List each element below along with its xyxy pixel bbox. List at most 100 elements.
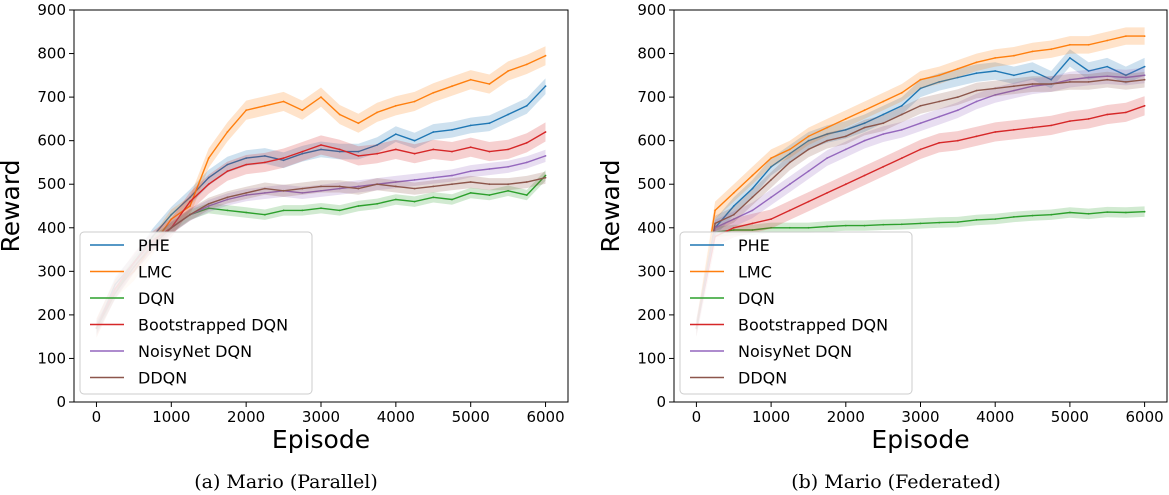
data-point <box>844 224 847 227</box>
data-point <box>919 78 922 81</box>
data-point <box>1125 111 1127 114</box>
data-point <box>245 192 248 194</box>
x-tick-label: 6000 <box>526 408 564 426</box>
legend-entry: Bootstrapped DQN <box>138 316 288 335</box>
data-point <box>245 109 248 112</box>
data-point <box>338 185 341 188</box>
data-point <box>544 174 547 177</box>
x-tick-label: 2000 <box>827 408 865 426</box>
legend-box <box>679 231 913 395</box>
data-point <box>751 174 754 177</box>
chart-panel-2: 0 1000 2000 3000 4000 5000 6000 0 100 200 300 400 50… <box>596 1 1168 493</box>
data-point <box>338 209 341 212</box>
data-point <box>170 218 173 221</box>
data-point <box>357 150 360 153</box>
data-point <box>376 202 378 205</box>
data-point <box>357 155 360 157</box>
data-point <box>770 226 772 229</box>
data-point <box>938 115 941 118</box>
y-tick-label: 300 <box>37 262 66 280</box>
legend-entry: DDQN <box>738 369 787 388</box>
data-point <box>863 139 866 142</box>
data-point <box>844 128 847 131</box>
y-tick-label: 0 <box>56 393 66 411</box>
data-point <box>1125 81 1127 83</box>
data-point <box>413 187 416 190</box>
data-point <box>956 76 959 79</box>
data-point <box>1125 211 1127 214</box>
data-point <box>770 218 772 221</box>
data-point <box>189 200 191 203</box>
y-tick-label: 900 <box>637 1 666 19</box>
data-point <box>900 223 903 226</box>
x-tick-label: 3000 <box>901 408 939 426</box>
y-tick-label: 200 <box>37 306 66 324</box>
data-point <box>451 85 453 88</box>
data-point <box>919 87 922 90</box>
data-point <box>770 157 772 160</box>
data-point <box>826 139 828 142</box>
data-point <box>1013 89 1015 92</box>
data-point <box>807 200 810 203</box>
data-point <box>413 152 416 155</box>
data-point <box>956 109 959 112</box>
data-point <box>1031 214 1034 217</box>
data-point <box>975 89 978 92</box>
y-tick-label: 700 <box>37 88 66 106</box>
data-point <box>376 111 378 114</box>
legend: PHE LMC DQN Bootstrapped DQN NoisyNet DQN DDQ… <box>679 231 913 395</box>
legend: PHE LMC DQN Bootstrapped DQN NoisyNet DQN DDQ… <box>79 231 313 395</box>
legend-entry: LMC <box>138 263 172 282</box>
data-point <box>282 209 285 212</box>
y-tick-label: 800 <box>637 45 666 63</box>
data-point <box>714 209 716 212</box>
y-tick-label: 300 <box>637 262 666 280</box>
data-point <box>1087 76 1090 79</box>
data-point <box>376 183 378 186</box>
data-point <box>170 213 173 216</box>
data-point <box>451 128 453 131</box>
series-band <box>96 122 546 338</box>
x-tick-label: 1000 <box>152 408 190 426</box>
data-point <box>1069 78 1071 81</box>
data-point <box>264 161 266 164</box>
data-point <box>301 152 304 155</box>
data-point <box>900 113 903 116</box>
data-point <box>807 170 810 173</box>
data-point <box>451 183 453 186</box>
data-point <box>956 67 959 70</box>
data-point <box>882 165 885 168</box>
data-point <box>338 113 341 116</box>
legend-entry: DDQN <box>138 369 187 388</box>
data-point <box>751 196 754 199</box>
data-point <box>732 226 735 229</box>
data-point <box>413 100 416 103</box>
data-point <box>900 128 903 131</box>
data-point <box>432 185 435 188</box>
data-point <box>1069 57 1071 59</box>
data-point <box>282 159 285 162</box>
x-tick-label: 6000 <box>1125 408 1163 426</box>
legend-entry: DQN <box>738 289 775 308</box>
data-point <box>1143 210 1146 213</box>
data-point <box>525 181 528 183</box>
data-point <box>1143 104 1146 107</box>
data-point <box>245 163 248 166</box>
data-point <box>394 133 397 136</box>
panel-caption: (b) Mario (Federated) <box>791 471 1001 493</box>
data-point <box>1050 83 1053 85</box>
series-phe <box>695 49 1146 337</box>
data-point <box>1087 118 1090 120</box>
data-point <box>900 157 903 160</box>
data-point <box>751 209 754 212</box>
data-point <box>1069 81 1071 83</box>
data-point <box>469 192 472 194</box>
y-tick-label: 500 <box>637 175 666 193</box>
data-point <box>1087 212 1090 215</box>
data-point <box>956 221 959 224</box>
y-axis-title: Reward <box>0 159 25 252</box>
data-point <box>544 176 547 179</box>
x-axis-title: Episode <box>272 425 370 454</box>
data-point <box>338 150 341 153</box>
data-point <box>994 218 997 221</box>
